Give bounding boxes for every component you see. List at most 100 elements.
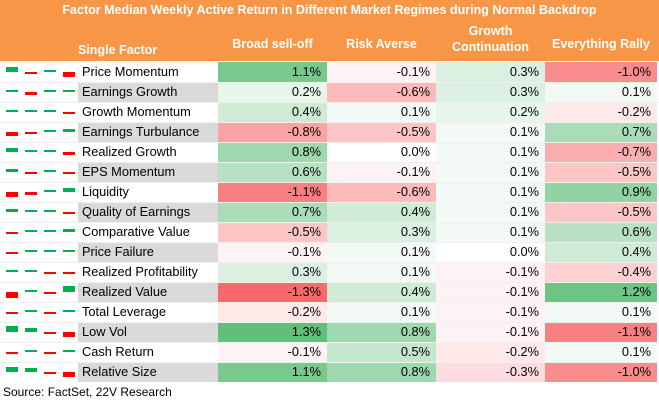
table-row: Total Leverage -0.2% 0.1% -0.1% 0.1%: [0, 302, 659, 322]
value-cell-broad-sell-off: 1.1%: [218, 62, 327, 82]
factor-name: Realized Value: [78, 282, 218, 302]
factor-name: Earnings Growth: [78, 82, 218, 102]
row-divider: [0, 182, 659, 183]
sparkline-bar: [25, 210, 37, 212]
value-cell-broad-sell-off: 0.4%: [218, 102, 327, 122]
sparkline-bar: [6, 208, 18, 212]
sparkline-bar: [63, 372, 75, 377]
sparkline-bar: [6, 252, 18, 254]
value-cell-broad-sell-off: 0.8%: [218, 142, 327, 162]
sparkline-bar: [6, 232, 18, 235]
sparkline-bar: [25, 310, 37, 312]
table-row: EPS Momentum 0.6% -0.1% 0.1% -0.5%: [0, 162, 659, 182]
sparkline-bar: [44, 372, 56, 374]
sparkline-bar: [25, 110, 37, 112]
sparkline-bar: [63, 350, 75, 352]
sparkline-price-momentum: [0, 62, 78, 82]
sparkline-bar: [25, 132, 37, 135]
sparkline-quality-of-earnings: [0, 202, 78, 222]
row-divider: [0, 262, 659, 263]
factor-name: Price Failure: [78, 242, 218, 262]
row-divider: [0, 322, 659, 323]
value-cell-growth-continuation: 0.1%: [436, 202, 545, 222]
sparkline-bar: [44, 170, 56, 172]
value-cell-risk-averse: 0.3%: [327, 222, 436, 242]
sparkline-bar: [63, 286, 75, 292]
row-divider: [0, 202, 659, 203]
sparkline-realized-growth: [0, 142, 78, 162]
sparkline-realized-value: [0, 282, 78, 302]
row-divider: [0, 102, 659, 103]
sparkline-bar: [44, 210, 56, 212]
sparkline-bar: [63, 310, 75, 312]
value-cell-risk-averse: 0.4%: [327, 282, 436, 302]
value-cell-risk-averse: -0.1%: [327, 62, 436, 82]
value-cell-growth-continuation: -0.1%: [436, 262, 545, 282]
sparkline-growth-momentum: [0, 102, 78, 122]
value-cell-risk-averse: -0.6%: [327, 182, 436, 202]
table-row: Cash Return -0.1% 0.5% -0.2% 0.1%: [0, 342, 659, 362]
value-cell-broad-sell-off: 0.3%: [218, 262, 327, 282]
value-cell-everything-rally: -0.4%: [545, 262, 657, 282]
sparkline-bar: [63, 332, 75, 338]
value-cell-broad-sell-off: 0.2%: [218, 82, 327, 102]
sparkline-cash-return: [0, 342, 78, 362]
row-divider: [0, 362, 659, 363]
value-cell-everything-rally: 1.2%: [545, 282, 657, 302]
table-row: Relative Size 1.1% 0.8% -0.3% -1.0%: [0, 362, 659, 382]
value-cell-risk-averse: 0.1%: [327, 242, 436, 262]
sparkline-bar: [6, 312, 18, 314]
sparkline-bar: [44, 90, 56, 92]
factor-name: Cash Return: [82, 344, 154, 359]
value-cell-growth-continuation: 0.3%: [436, 62, 545, 82]
factor-column-header: Single Factor: [78, 43, 158, 57]
sparkline-bar: [63, 272, 75, 274]
factor-name: Realized Growth: [82, 144, 177, 159]
table-row: Liquidity -1.1% -0.6% 0.1% 0.9%: [0, 182, 659, 202]
sparkline-bar: [25, 290, 37, 292]
sparkline-bar: [25, 192, 37, 195]
table-row: Realized Profitability 0.3% 0.1% -0.1% -0.4%: [0, 262, 659, 282]
sparkline-bar: [25, 270, 37, 272]
factor-name: EPS Momentum: [78, 162, 218, 182]
value-cell-growth-continuation: 0.1%: [436, 142, 545, 162]
sparkline-bar: [25, 150, 37, 152]
row-divider: [0, 242, 659, 243]
table-row: Realized Value -1.3% 0.4% -0.1% 1.2%: [0, 282, 659, 302]
value-cell-growth-continuation: 0.1%: [436, 122, 545, 142]
sparkline-bar: [25, 250, 37, 252]
sparkline-liquidity: [0, 182, 78, 202]
value-cell-everything-rally: -1.1%: [545, 322, 657, 342]
sparkline-bar: [6, 292, 18, 298]
sparkline-relative-size: [0, 362, 78, 382]
value-cell-broad-sell-off: 1.3%: [218, 322, 327, 342]
sparkline-earnings-turbulance: [0, 122, 78, 142]
sparkline-bar: [63, 72, 75, 77]
sparkline-bar: [25, 368, 37, 372]
row-divider: [0, 82, 659, 83]
sparkline-realized-profitability: [0, 262, 78, 282]
sparkline-bar: [63, 152, 75, 156]
value-cell-growth-continuation: 0.1%: [436, 222, 545, 242]
sparkline-bar: [44, 130, 56, 132]
sparkline-bar: [63, 187, 75, 192]
factor-name: Quality of Earnings: [78, 202, 218, 222]
value-cell-broad-sell-off: -1.3%: [218, 282, 327, 302]
sparkline-comparative-value: [0, 222, 78, 242]
value-cell-risk-averse: 0.0%: [327, 142, 436, 162]
sparkline-bar: [25, 92, 37, 95]
table-row: Quality of Earnings 0.7% 0.4% 0.1% -0.5%: [0, 202, 659, 222]
table-row: Earnings Turbulance -0.8% -0.5% 0.1% 0.7%: [0, 122, 659, 142]
value-cell-broad-sell-off: -0.5%: [218, 222, 327, 242]
value-cell-everything-rally: -1.0%: [545, 62, 657, 82]
table-title: Factor Median Weekly Active Return in Di…: [62, 3, 597, 17]
factor-name: Earnings Turbulance: [78, 122, 218, 142]
sparkline-bar: [6, 90, 18, 92]
source-note: Source: FactSet, 22V Research: [3, 385, 172, 399]
value-cell-risk-averse: 0.1%: [327, 102, 436, 122]
value-cell-everything-rally: 0.1%: [545, 82, 657, 102]
sparkline-bar: [44, 190, 56, 192]
sparkline-bar: [44, 250, 56, 252]
row-divider: [0, 302, 659, 303]
